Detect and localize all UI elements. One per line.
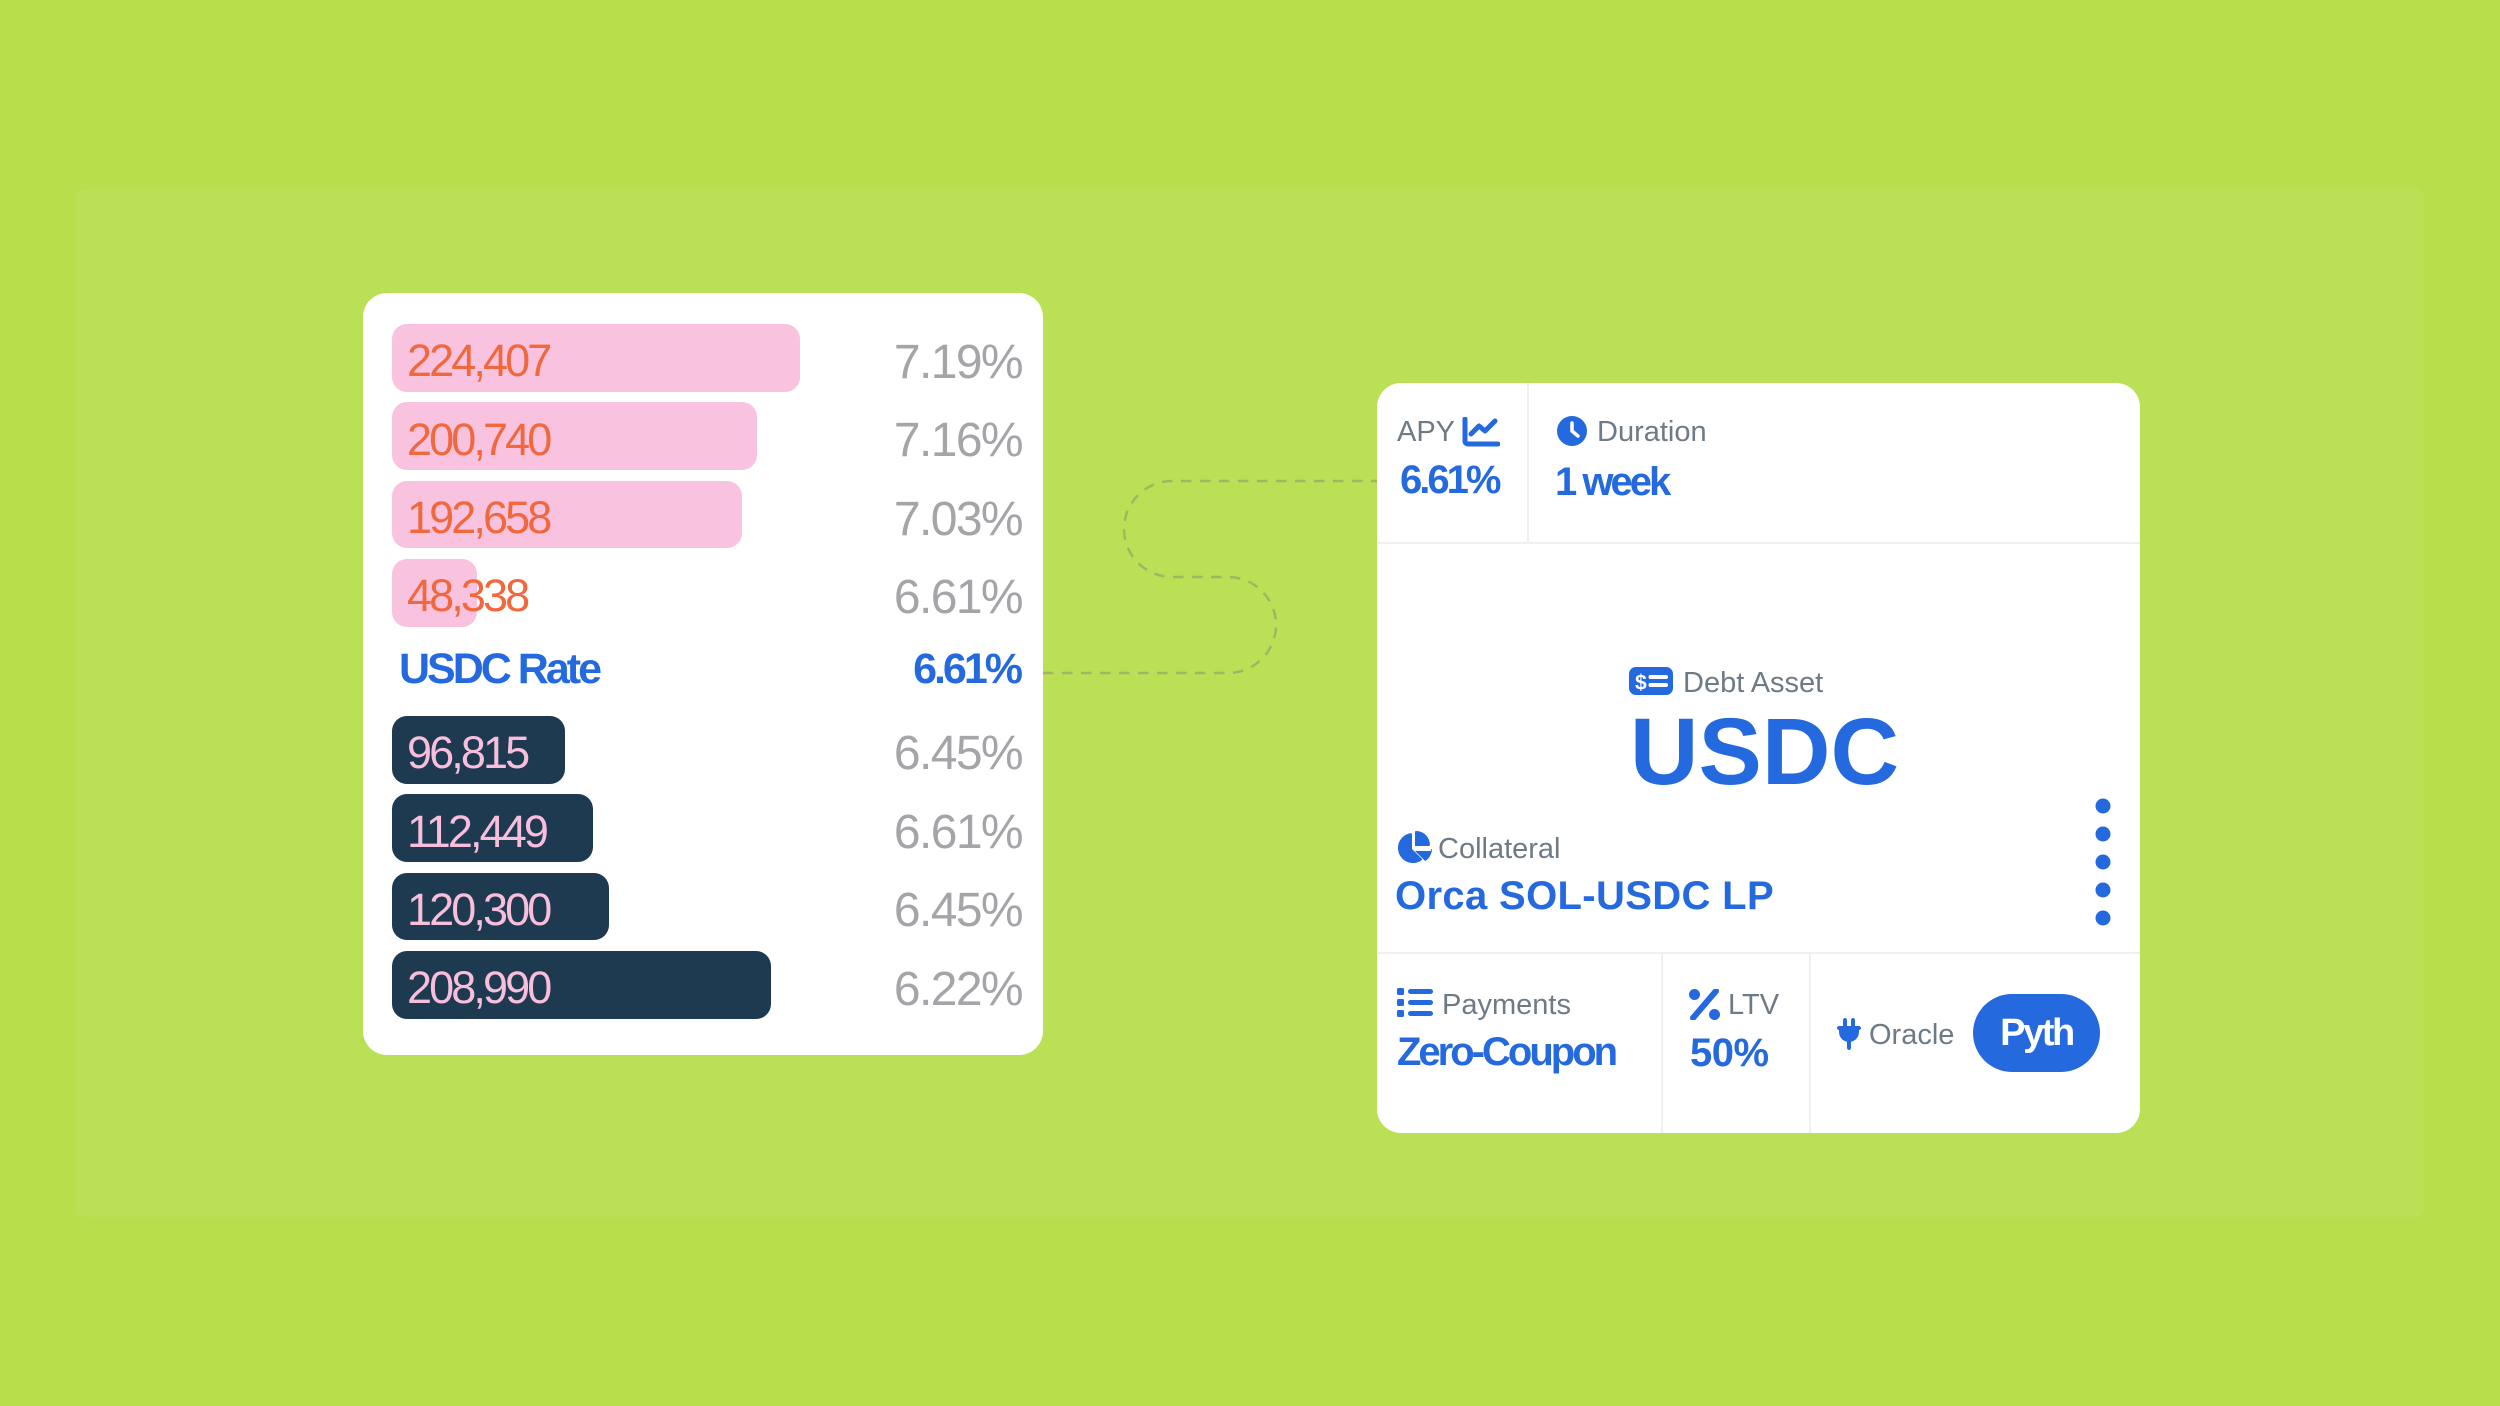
svg-text:$: $ [1635,672,1647,695]
